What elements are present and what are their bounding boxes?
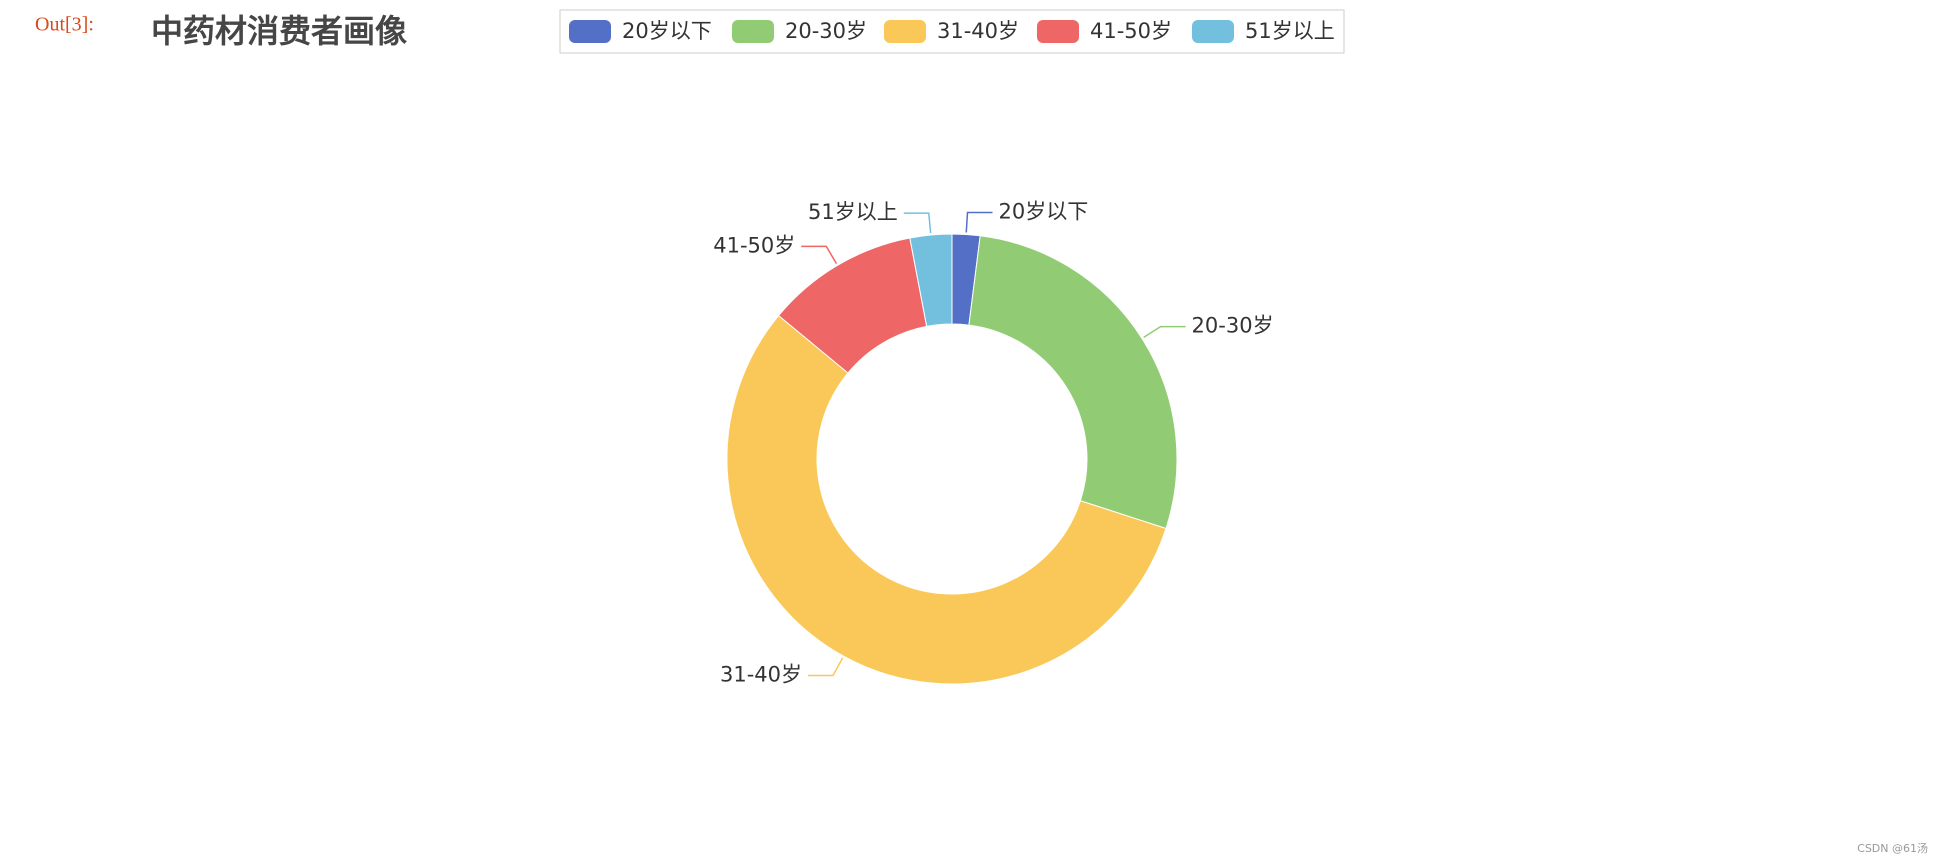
legend-label: 41-50岁 <box>1090 19 1172 43</box>
legend-swatch <box>1192 20 1234 43</box>
slice-label: 20-30岁 <box>1192 314 1274 338</box>
slice-label: 51岁以上 <box>808 200 898 224</box>
slice-label: 31-40岁 <box>720 662 802 686</box>
output-prompt: Out[3]: <box>35 14 94 36</box>
chart-title: 中药材消费者画像 <box>151 12 407 50</box>
label-line <box>801 245 838 264</box>
legend-swatch <box>732 20 774 43</box>
label-line <box>1143 325 1186 339</box>
legend-label: 51岁以上 <box>1245 19 1335 43</box>
legend-swatch <box>884 20 926 43</box>
label-line <box>903 212 932 234</box>
donut-slice <box>909 233 953 327</box>
legend-swatch <box>1037 20 1079 43</box>
legend-label: 20-30岁 <box>785 19 867 43</box>
watermark: CSDN @61汤 <box>1857 841 1928 855</box>
legend-swatch <box>569 20 611 43</box>
label-line <box>965 211 993 233</box>
slice-label: 41-50岁 <box>713 233 795 257</box>
legend-label: 31-40岁 <box>937 19 1019 43</box>
donut-slice <box>968 235 1178 530</box>
label-line <box>808 657 844 677</box>
donut-slice <box>726 314 1167 685</box>
legend-box <box>559 9 1345 54</box>
slice-label: 20岁以下 <box>999 199 1089 223</box>
legend-label: 20岁以下 <box>622 19 712 43</box>
